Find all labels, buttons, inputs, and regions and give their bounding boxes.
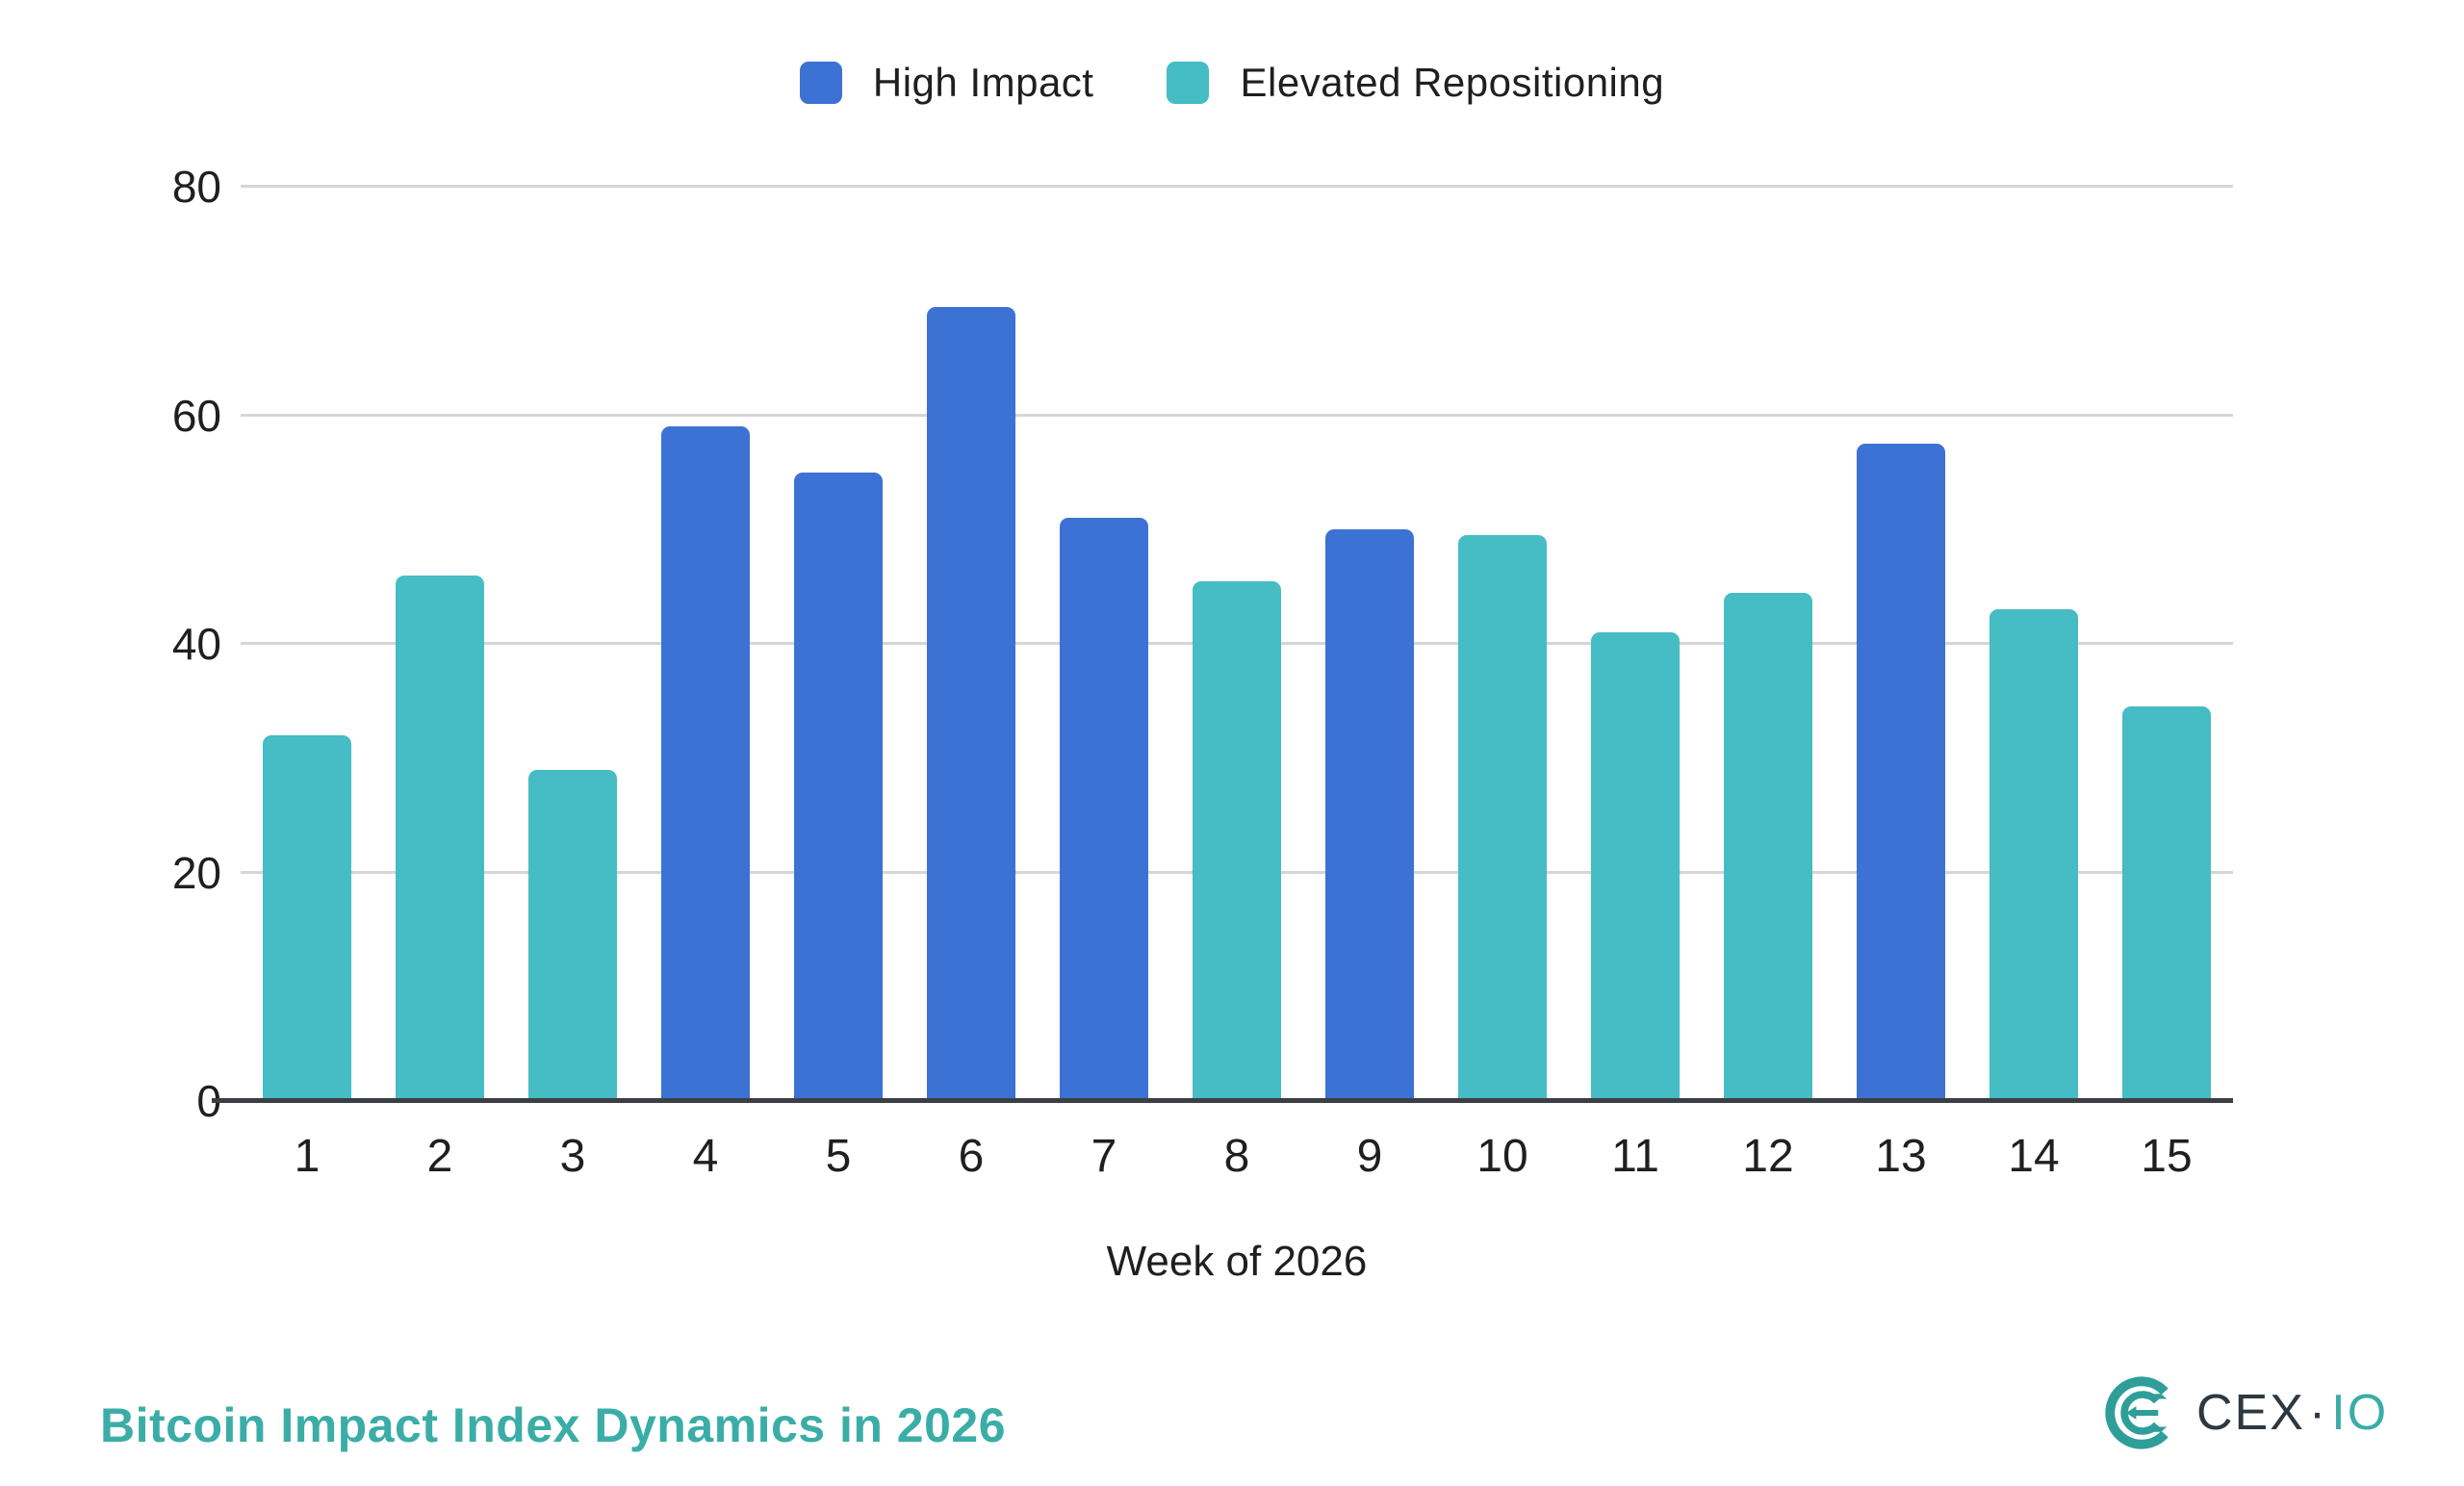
bar-slot-week-8: [1170, 187, 1303, 1101]
bar-week-2: [396, 575, 484, 1101]
bar-week-1: [263, 735, 351, 1101]
bar-slot-week-11: [1569, 187, 1702, 1101]
brand-text-cex: CEX: [2196, 1385, 2305, 1441]
y-tick-label-80: 80: [171, 162, 221, 212]
y-tick-label-20: 20: [171, 847, 221, 898]
y-tick-label-40: 40: [171, 619, 221, 669]
brand-text-io: IO: [2331, 1385, 2389, 1441]
x-axis-line: [212, 1098, 2233, 1103]
bar-slot-week-4: [639, 187, 772, 1101]
bar-slot-week-2: [373, 187, 506, 1101]
bar-week-11: [1591, 632, 1680, 1101]
bar-week-12: [1724, 592, 1812, 1101]
bar-week-14: [1989, 609, 2078, 1101]
y-tick-label-60: 60: [171, 390, 221, 441]
bar-slot-week-13: [1835, 187, 1967, 1101]
bar-week-10: [1458, 535, 1547, 1101]
legend: High Impact Elevated Repositioning: [0, 60, 2464, 106]
x-axis-tick-labels: 1 2 3 4 5 6 7 8 9 10 11 12 13 14 15: [241, 1130, 2233, 1183]
bar-slot-week-9: [1303, 187, 1436, 1101]
bar-slot-week-6: [905, 187, 1038, 1101]
elevated-repositioning-swatch-icon: [1167, 62, 1210, 104]
bar-week-5: [794, 472, 883, 1101]
bar-week-3: [528, 769, 617, 1101]
x-tick-label-11: 11: [1611, 1131, 1659, 1182]
gridline-60: [241, 413, 2233, 417]
x-tick-label-8: 8: [1223, 1131, 1250, 1182]
legend-label-elevated-repositioning: Elevated Repositioning: [1240, 60, 1665, 105]
x-tick-label-7: 7: [1091, 1131, 1117, 1182]
legend-item-elevated-repositioning: Elevated Repositioning: [1167, 60, 1664, 106]
x-tick-label-15: 15: [2141, 1131, 2193, 1182]
x-tick-label-5: 5: [825, 1131, 852, 1182]
high-impact-swatch-icon: [799, 62, 842, 104]
bar-slot-week-3: [506, 187, 639, 1101]
x-tick-label-10: 10: [1476, 1131, 1528, 1182]
x-tick-label-3: 3: [559, 1131, 586, 1182]
bar-slot-week-7: [1038, 187, 1170, 1101]
brand-wordmark: CEX · IO: [2196, 1384, 2388, 1442]
chart-title: Bitcoin Impact Index Dynamics in 2026: [100, 1398, 1007, 1452]
y-tick-label-0: 0: [196, 1076, 221, 1126]
x-tick-label-1: 1: [294, 1131, 321, 1182]
x-tick-label-4: 4: [692, 1131, 719, 1182]
gridline-80: [241, 185, 2233, 188]
bar-week-6: [927, 306, 1015, 1101]
brand-logo: CEX · IO: [2104, 1376, 2388, 1449]
legend-label-high-impact: High Impact: [872, 60, 1094, 105]
bar-slot-week-14: [1967, 187, 2100, 1101]
bar-slot-week-15: [2100, 187, 2233, 1101]
bar-week-4: [661, 426, 750, 1101]
legend-item-high-impact: High Impact: [799, 60, 1094, 106]
plot-area: 80 60 40 20 0: [172, 162, 2233, 1126]
cexio-logo-icon: [2105, 1376, 2169, 1449]
bar-slot-week-1: [241, 187, 373, 1101]
x-tick-label-2: 2: [426, 1131, 453, 1182]
x-tick-label-14: 14: [2008, 1131, 2060, 1182]
bar-week-15: [2122, 706, 2211, 1101]
x-tick-label-6: 6: [958, 1131, 985, 1182]
bar-week-7: [1060, 518, 1148, 1101]
brand-text-separator: ·: [2308, 1385, 2328, 1441]
x-tick-label-12: 12: [1742, 1131, 1794, 1182]
bar-week-13: [1857, 444, 1945, 1101]
bar-group: [241, 187, 2233, 1101]
bar-week-9: [1325, 529, 1414, 1101]
x-tick-label-9: 9: [1356, 1131, 1383, 1182]
bar-slot-week-5: [772, 187, 905, 1101]
bar-week-8: [1193, 580, 1281, 1101]
bar-slot-week-12: [1702, 187, 1835, 1101]
x-axis-title: Week of 2026: [1106, 1238, 1368, 1285]
x-tick-label-13: 13: [1875, 1131, 1927, 1182]
bar-slot-week-10: [1436, 187, 1569, 1101]
